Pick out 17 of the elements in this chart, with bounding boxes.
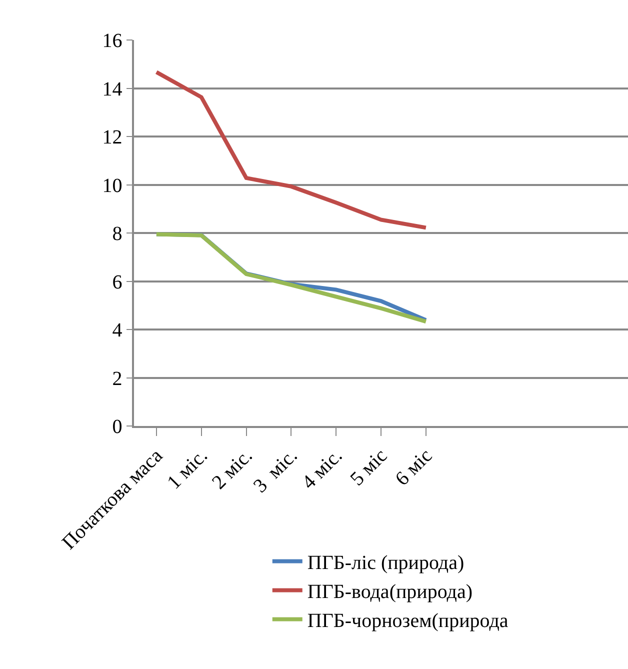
- y-tick-label: 14: [102, 78, 122, 100]
- x-tick-label: 1 міс.: [163, 444, 212, 494]
- x-tick-label: 6 міс: [391, 444, 437, 490]
- legend-label: ПГБ-вода(природа): [307, 581, 473, 604]
- x-tick-label: 5 міс: [346, 444, 392, 490]
- y-tick-label: 16: [102, 30, 122, 52]
- y-tick-label: 4: [112, 320, 122, 342]
- legend-label: ПГБ-ліс (природа): [307, 552, 464, 574]
- line-series: [154, 70, 428, 230]
- y-tick-label: 0: [112, 416, 122, 438]
- y-tick-label: 8: [112, 223, 122, 245]
- y-tick-label: 12: [102, 126, 122, 148]
- y-tick-label: 10: [102, 174, 122, 197]
- legend-label: ПГБ-чорнозем(природа: [307, 610, 508, 632]
- y-tick-label: 2: [112, 368, 122, 390]
- x-tick-label: 4 міс.: [298, 444, 347, 494]
- y-tick-label: 6: [112, 271, 122, 294]
